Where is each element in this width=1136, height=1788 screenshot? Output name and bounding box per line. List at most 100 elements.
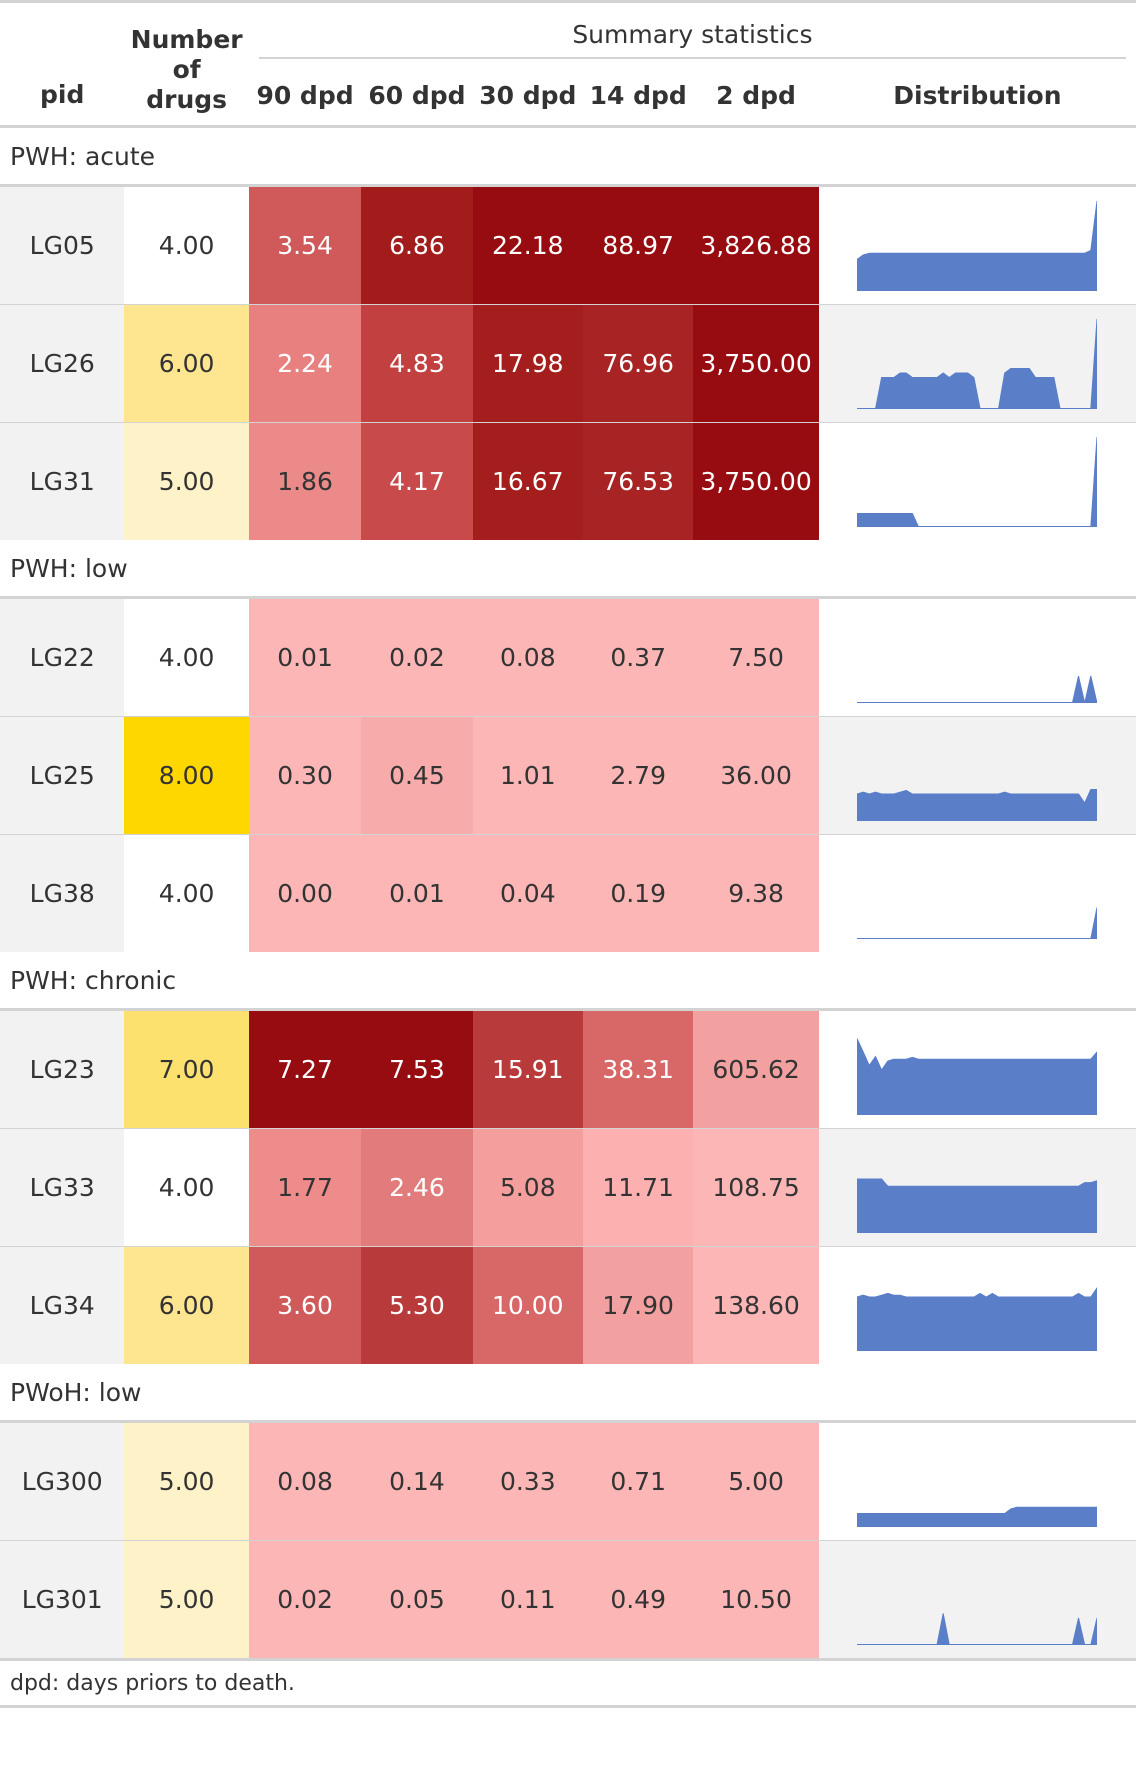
stat-cell: 0.08 xyxy=(248,1421,362,1541)
pid-cell: LG31 xyxy=(0,422,125,540)
stat-cell: 3.60 xyxy=(248,1246,362,1364)
stat-cell: 0.00 xyxy=(248,834,362,952)
distribution-sparkline xyxy=(857,906,1098,939)
table-row: LG31 5.00 1.86 4.17 16.67 76.53 3,750.00 xyxy=(0,422,1136,540)
distribution-sparkline xyxy=(857,1612,1098,1645)
num-drugs-cell: 6.00 xyxy=(124,304,249,423)
stat-cell: 0.08 xyxy=(472,597,583,717)
pid-cell: LG300 xyxy=(0,1421,125,1541)
distribution-cell xyxy=(818,185,1136,305)
stat-cell: 9.38 xyxy=(693,834,819,952)
col-header-stat: 2 dpd xyxy=(693,65,819,128)
stat-cell: 0.02 xyxy=(361,597,473,717)
stat-cell: 0.04 xyxy=(472,834,583,952)
table-row: LG05 4.00 3.54 6.86 22.18 88.97 3,826.88 xyxy=(0,185,1136,305)
stat-cell: 2.24 xyxy=(248,304,362,423)
pid-cell: LG33 xyxy=(0,1128,125,1247)
table-row: LG300 5.00 0.08 0.14 0.33 0.71 5.00 xyxy=(0,1421,1136,1541)
col-header-stat: 30 dpd xyxy=(472,65,583,128)
stat-cell: 11.71 xyxy=(582,1128,694,1247)
num-drugs-cell: 4.00 xyxy=(124,834,249,952)
distribution-cell xyxy=(818,1540,1136,1660)
table-row: LG26 6.00 2.24 4.83 17.98 76.96 3,750.00 xyxy=(0,304,1136,423)
stat-cell: 7.27 xyxy=(248,1009,362,1129)
stat-cell: 5.08 xyxy=(472,1128,583,1247)
stat-cell: 108.75 xyxy=(693,1128,819,1247)
distribution-sparkline xyxy=(857,1178,1098,1233)
table-row: LG38 4.00 0.00 0.01 0.04 0.19 9.38 xyxy=(0,834,1136,952)
num-drugs-cell: 5.00 xyxy=(124,1421,249,1541)
stat-cell: 0.71 xyxy=(582,1421,694,1541)
stat-cell: 0.49 xyxy=(582,1540,694,1660)
distribution-area xyxy=(857,200,1098,291)
distribution-area xyxy=(857,1037,1098,1115)
distribution-cell xyxy=(818,1246,1136,1364)
stat-cell: 88.97 xyxy=(582,185,694,305)
group-label: PWH: low xyxy=(0,540,1136,599)
num-drugs-cell: 5.00 xyxy=(124,1540,249,1660)
distribution-cell xyxy=(818,834,1136,952)
stat-cell: 7.53 xyxy=(361,1009,473,1129)
stat-cell: 38.31 xyxy=(582,1009,694,1129)
group-row: PWH: low xyxy=(0,540,1136,599)
stat-cell: 5.30 xyxy=(361,1246,473,1364)
stat-cell: 2.79 xyxy=(582,716,694,835)
distribution-sparkline xyxy=(857,1506,1098,1527)
num-drugs-line2: of xyxy=(172,55,201,84)
stat-cell: 76.96 xyxy=(582,304,694,423)
stat-cell: 138.60 xyxy=(693,1246,819,1364)
col-header-num-drugs: Number of drugs xyxy=(124,1,249,128)
stat-cell: 16.67 xyxy=(472,422,583,540)
summary-table: pid Number of drugs Summary statistics 9… xyxy=(0,1,1136,1708)
stat-cell: 0.30 xyxy=(248,716,362,835)
col-header-stat: 14 dpd xyxy=(582,65,694,128)
num-drugs-cell: 5.00 xyxy=(124,422,249,540)
pid-cell: LG301 xyxy=(0,1540,125,1660)
col-header-pid-label: pid xyxy=(40,80,85,109)
pid-cell: LG25 xyxy=(0,716,125,835)
stat-cell: 7.50 xyxy=(693,597,819,717)
num-drugs-cell: 8.00 xyxy=(124,716,249,835)
stat-cell: 3.54 xyxy=(248,185,362,305)
stat-cell: 0.01 xyxy=(248,597,362,717)
spanner-summary-statistics: Summary statistics xyxy=(249,2,1136,66)
stat-cell: 22.18 xyxy=(472,185,583,305)
table-row: LG33 4.00 1.77 2.46 5.08 11.71 108.75 xyxy=(0,1128,1136,1247)
num-drugs-cell: 4.00 xyxy=(124,185,249,305)
distribution-sparkline xyxy=(857,675,1098,703)
stat-cell: 0.37 xyxy=(582,597,694,717)
stat-cell: 0.05 xyxy=(361,1540,473,1660)
distribution-sparkline xyxy=(857,200,1098,291)
stat-cell: 0.01 xyxy=(361,834,473,952)
col-header-distribution: Distribution xyxy=(818,65,1136,128)
pid-cell: LG34 xyxy=(0,1246,125,1364)
distribution-sparkline xyxy=(857,436,1098,527)
stat-cell: 17.90 xyxy=(582,1246,694,1364)
pid-cell: LG26 xyxy=(0,304,125,423)
col-header-stat: 90 dpd xyxy=(248,65,362,128)
distribution-cell xyxy=(818,716,1136,835)
stat-cell: 0.14 xyxy=(361,1421,473,1541)
distribution-cell xyxy=(818,1421,1136,1541)
stat-cell: 10.50 xyxy=(693,1540,819,1660)
stat-cell: 0.02 xyxy=(248,1540,362,1660)
group-label: PWH: acute xyxy=(0,126,1136,187)
pid-cell: LG05 xyxy=(0,185,125,305)
stat-cell: 0.33 xyxy=(472,1421,583,1541)
distribution-sparkline xyxy=(857,788,1098,821)
distribution-cell xyxy=(818,422,1136,540)
group-row: PWH: chronic xyxy=(0,952,1136,1011)
stat-cell: 10.00 xyxy=(472,1246,583,1364)
num-drugs-cell: 4.00 xyxy=(124,1128,249,1247)
distribution-area xyxy=(857,1178,1098,1233)
pid-cell: LG22 xyxy=(0,597,125,717)
stat-cell: 0.45 xyxy=(361,716,473,835)
distribution-area xyxy=(857,788,1098,821)
footnote: dpd: days priors to death. xyxy=(0,1658,1136,1708)
stat-cell: 4.17 xyxy=(361,422,473,540)
group-row: PWH: acute xyxy=(0,126,1136,187)
distribution-area xyxy=(857,1506,1098,1527)
distribution-sparkline xyxy=(857,318,1098,409)
stat-cell: 6.86 xyxy=(361,185,473,305)
